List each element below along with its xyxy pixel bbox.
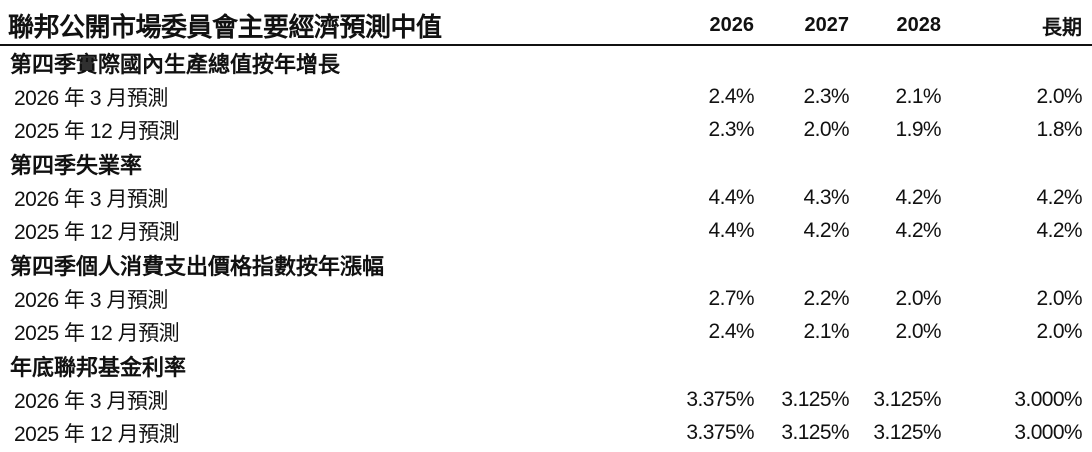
row-label: 2025 年 12 月預測 xyxy=(14,221,180,245)
table-row: 2026 年 3 月預測 2.4% 2.3% 2.1% 2.0% xyxy=(0,80,1092,114)
section-heading: 第四季實際國內生產總值按年增長 xyxy=(10,51,341,77)
value-cell: 2.0% xyxy=(895,286,942,310)
value-cell: 4.3% xyxy=(803,185,850,209)
table-row: 2025 年 12 月預測 4.4% 4.2% 4.2% 4.2% xyxy=(0,214,1092,248)
row-label: 2025 年 12 月預測 xyxy=(14,322,180,346)
section-row: 第四季失業率 xyxy=(0,147,1092,181)
value-cell: 3.125% xyxy=(781,387,849,411)
column-header-2026: 2026 xyxy=(662,6,754,46)
value-cell: 3.375% xyxy=(686,387,754,411)
section-row: 年底聯邦基金利率 xyxy=(0,349,1092,383)
value-cell: 2.0% xyxy=(803,118,850,142)
value-cell: 1.8% xyxy=(1036,118,1083,142)
value-cell: 2.4% xyxy=(708,320,755,344)
table-title: 聯邦公開市場委員會主要經濟預測中值 xyxy=(0,6,662,46)
value-cell: 2.2% xyxy=(803,286,850,310)
value-cell: 3.000% xyxy=(1014,387,1082,411)
value-cell: 3.125% xyxy=(873,421,941,445)
table-row: 2025 年 12 月預測 3.375% 3.125% 3.125% 3.000% xyxy=(0,417,1092,451)
row-label: 2026 年 3 月預測 xyxy=(14,389,168,413)
value-cell: 4.2% xyxy=(895,219,942,243)
value-cell: 2.0% xyxy=(1036,84,1083,108)
value-cell: 3.375% xyxy=(686,421,754,445)
value-cell: 2.0% xyxy=(1036,286,1083,310)
value-cell: 4.4% xyxy=(708,219,755,243)
section-row: 第四季個人消費支出價格指數按年漲幅 xyxy=(0,248,1092,282)
column-header-2028: 2028 xyxy=(849,6,941,46)
column-header-longer-run: 長期 xyxy=(941,6,1082,46)
value-cell: 2.3% xyxy=(803,84,850,108)
value-cell: 4.2% xyxy=(803,219,850,243)
header-row: 聯邦公開市場委員會主要經濟預測中值 2026 2027 2028 長期 xyxy=(0,6,1092,46)
value-cell: 2.3% xyxy=(708,118,755,142)
row-label: 2026 年 3 月預測 xyxy=(14,187,168,211)
row-label: 2026 年 3 月預測 xyxy=(14,288,168,312)
value-cell: 2.1% xyxy=(803,320,850,344)
row-label: 2025 年 12 月預測 xyxy=(14,120,180,144)
section-row: 第四季實際國內生產總值按年增長 xyxy=(0,45,1092,80)
section-heading: 第四季個人消費支出價格指數按年漲幅 xyxy=(10,253,385,279)
section-heading: 年底聯邦基金利率 xyxy=(10,355,187,381)
column-header-2027: 2027 xyxy=(754,6,849,46)
value-cell: 4.2% xyxy=(1036,185,1083,209)
value-cell: 4.2% xyxy=(895,185,942,209)
section-heading: 第四季失業率 xyxy=(10,152,143,178)
value-cell: 4.2% xyxy=(1036,219,1083,243)
value-cell: 2.0% xyxy=(1036,320,1083,344)
value-cell: 1.9% xyxy=(895,118,942,142)
row-label: 2026 年 3 月預測 xyxy=(14,86,168,110)
value-cell: 2.0% xyxy=(895,320,942,344)
value-cell: 3.125% xyxy=(781,421,849,445)
table-row: 2026 年 3 月預測 2.7% 2.2% 2.0% 2.0% xyxy=(0,282,1092,316)
table-row: 2026 年 3 月預測 3.375% 3.125% 3.125% 3.000% xyxy=(0,383,1092,417)
row-label: 2025 年 12 月預測 xyxy=(14,423,180,447)
value-cell: 2.1% xyxy=(895,84,942,108)
forecast-table: 聯邦公開市場委員會主要經濟預測中值 2026 2027 2028 長期 第四季實… xyxy=(0,6,1092,450)
value-cell: 2.4% xyxy=(708,84,755,108)
value-cell: 3.125% xyxy=(873,387,941,411)
table-row: 2025 年 12 月預測 2.3% 2.0% 1.9% 1.8% xyxy=(0,113,1092,147)
table-row: 2026 年 3 月預測 4.4% 4.3% 4.2% 4.2% xyxy=(0,181,1092,215)
value-cell: 3.000% xyxy=(1014,421,1082,445)
value-cell: 4.4% xyxy=(708,185,755,209)
table-row: 2025 年 12 月預測 2.4% 2.1% 2.0% 2.0% xyxy=(0,316,1092,350)
value-cell: 2.7% xyxy=(708,286,755,310)
